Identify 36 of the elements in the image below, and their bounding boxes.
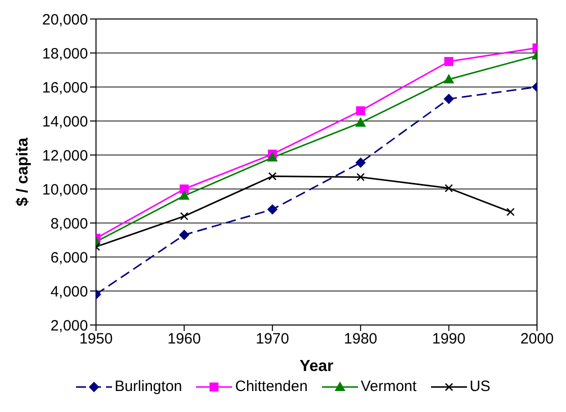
y-tick-label: 8,000	[50, 215, 88, 232]
x-tick-label: 1980	[344, 330, 378, 348]
y-tick-label: 16,000	[42, 79, 88, 96]
point	[267, 204, 278, 214]
x-tick-label: 1970	[256, 330, 290, 348]
point	[506, 208, 515, 216]
x-tick-label: 2000	[520, 330, 554, 348]
x-tick-label: 1960	[168, 330, 201, 348]
legend-label: Burlington	[114, 378, 182, 395]
y-tick-label: 20,000	[42, 11, 88, 28]
point	[444, 94, 454, 104]
point	[179, 190, 190, 200]
point	[356, 158, 366, 168]
x-axis-title: Year	[300, 358, 334, 375]
legend-label: Chittenden	[234, 378, 308, 395]
y-tick-label: 6,000	[50, 249, 88, 266]
legend-label: Vermont	[360, 378, 417, 395]
point	[268, 172, 277, 180]
y-tick-label: 18,000	[42, 45, 88, 62]
y-tick-label: 14,000	[42, 113, 88, 130]
point	[180, 212, 188, 220]
y-tick-label: 12,000	[42, 147, 88, 164]
point	[444, 74, 454, 84]
y-tick-label: 4,000	[50, 283, 88, 300]
point	[179, 230, 190, 240]
point	[180, 184, 189, 194]
y-axis-title: $ / capita	[14, 138, 32, 206]
x-tick-label: 1990	[432, 330, 466, 348]
y-tick-label: 10,000	[42, 181, 88, 198]
point	[356, 172, 365, 182]
point	[356, 106, 366, 116]
legend-label: US	[468, 378, 490, 395]
point	[267, 152, 278, 162]
point	[444, 184, 453, 192]
point	[444, 57, 454, 66]
point	[356, 118, 366, 127]
